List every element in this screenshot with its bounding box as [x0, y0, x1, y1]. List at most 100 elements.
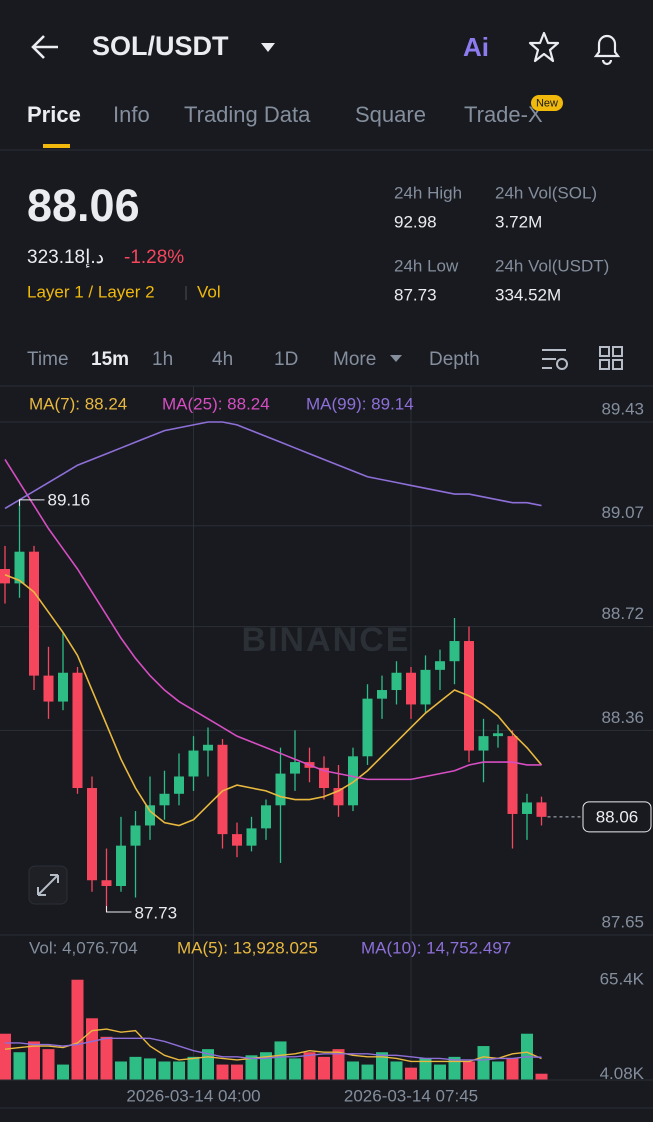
y-tick-label: 88.36	[601, 708, 644, 727]
favorite-icon[interactable]	[528, 31, 560, 63]
layout-icon[interactable]	[599, 346, 623, 370]
stat-label: 24h Vol(USDT)	[495, 256, 609, 275]
interval[interactable]: More	[333, 349, 376, 370]
candle-body	[261, 805, 271, 829]
volume-bar	[86, 1018, 98, 1080]
candle-body	[362, 698, 373, 757]
y-tick-label: 89.07	[601, 503, 644, 522]
candle-body	[377, 690, 387, 699]
candle-body	[145, 805, 155, 826]
candle-body	[493, 733, 503, 737]
candle-body	[290, 762, 300, 774]
y-tick-label: 88.72	[601, 604, 644, 623]
pair-dropdown[interactable]	[261, 43, 275, 52]
volume-bar	[390, 1061, 403, 1080]
tab[interactable]: Price	[27, 102, 81, 127]
candle-body	[391, 672, 402, 691]
interval[interactable]: 15m	[91, 349, 129, 370]
tab[interactable]: Info	[113, 102, 150, 127]
volume-legend: Vol: 4,076.704	[29, 938, 138, 957]
candle-body	[72, 672, 83, 789]
stat-label: 24h High	[394, 183, 462, 202]
candle-body	[217, 744, 228, 835]
volume-bar	[535, 1073, 548, 1080]
volume-bar	[303, 1052, 316, 1080]
interval[interactable]: 4h	[212, 349, 233, 370]
candle-body	[406, 672, 416, 705]
pair-title[interactable]: SOL/USDT	[92, 31, 229, 61]
volume-bar	[332, 1049, 345, 1080]
tab[interactable]: Square	[355, 102, 426, 127]
fullscreen-icon	[37, 874, 59, 896]
alert-icon[interactable]	[593, 34, 621, 66]
ma-line	[4, 574, 543, 827]
stat-value: 92.98	[394, 212, 437, 231]
volume-bar	[274, 1041, 287, 1080]
last-price-label: 88.06	[596, 807, 639, 826]
candle-body	[101, 880, 112, 887]
candle-body	[275, 773, 286, 806]
y-tick-label: 87.65	[601, 912, 644, 931]
volume-bar	[492, 1061, 504, 1080]
stat-value: 334.52M	[495, 285, 561, 304]
interval[interactable]: 1D	[274, 349, 298, 370]
tab[interactable]: Trade-X	[464, 102, 543, 127]
candle-body	[536, 802, 547, 817]
volume-bar	[361, 1064, 374, 1080]
candle-body	[116, 845, 126, 887]
candle-body	[348, 756, 358, 806]
volume-bar	[100, 1036, 113, 1080]
candle-body	[188, 750, 199, 777]
candle-body	[58, 672, 68, 702]
ai-icon[interactable]: Ai	[463, 32, 489, 62]
volume-bar	[434, 1064, 446, 1080]
indicator-settings-icon	[556, 358, 568, 370]
volume-bar	[0, 1033, 11, 1080]
stat-label: 24h Low	[394, 256, 459, 275]
more-caret	[390, 355, 402, 362]
y-tick-label: 89.43	[601, 399, 644, 418]
ma-legend: MA(99): 89.14	[306, 394, 414, 413]
watermark: BINANCE	[242, 621, 411, 659]
ma-line	[4, 459, 542, 781]
candle-body	[203, 744, 213, 751]
new-badge-text: New	[536, 97, 558, 109]
interval-bar: Time 15m 1h 4h 1D More Depth	[27, 349, 480, 370]
volume-bar	[405, 1067, 417, 1080]
volume-bar	[13, 1052, 26, 1080]
stat-label: 24h Vol(SOL)	[495, 183, 597, 202]
candle-body	[232, 834, 242, 846]
interval[interactable]: Time	[27, 349, 69, 370]
x-tick-label: 2026-03-14 04:00	[126, 1086, 260, 1105]
interval[interactable]: 1h	[152, 349, 173, 370]
volume-bar	[260, 1052, 272, 1080]
tab[interactable]: Trading Data	[184, 102, 311, 127]
last-price-tag	[582, 801, 652, 833]
volume-bar	[129, 1056, 142, 1080]
tag[interactable]: Vol	[197, 282, 221, 301]
candle-body	[522, 802, 532, 814]
candle-body	[87, 788, 97, 881]
tag[interactable]: Layer 1 / Layer 2	[27, 282, 155, 301]
volume-bar	[187, 1056, 200, 1080]
volume-bar	[245, 1055, 258, 1080]
candle-body	[333, 788, 344, 806]
candle-body	[14, 551, 25, 584]
x-tick-label: 2026-03-14 07:45	[344, 1086, 478, 1105]
stat-value: 3.72M	[495, 212, 542, 231]
high-marker	[19, 499, 45, 506]
volume-bar	[318, 1056, 330, 1080]
volume-bar	[419, 1058, 432, 1080]
back-button[interactable]	[31, 35, 58, 59]
high-annotation: 89.16	[48, 490, 91, 509]
volume-bar	[448, 1056, 461, 1080]
low-marker	[106, 905, 132, 913]
indicator-settings-icon[interactable]	[542, 349, 566, 369]
interval[interactable]: Depth	[429, 349, 480, 370]
candle-body	[130, 825, 141, 846]
candle-body	[507, 736, 518, 814]
volume-ma-line	[5, 1037, 542, 1061]
new-badge	[531, 95, 563, 111]
candle-body	[319, 767, 329, 789]
